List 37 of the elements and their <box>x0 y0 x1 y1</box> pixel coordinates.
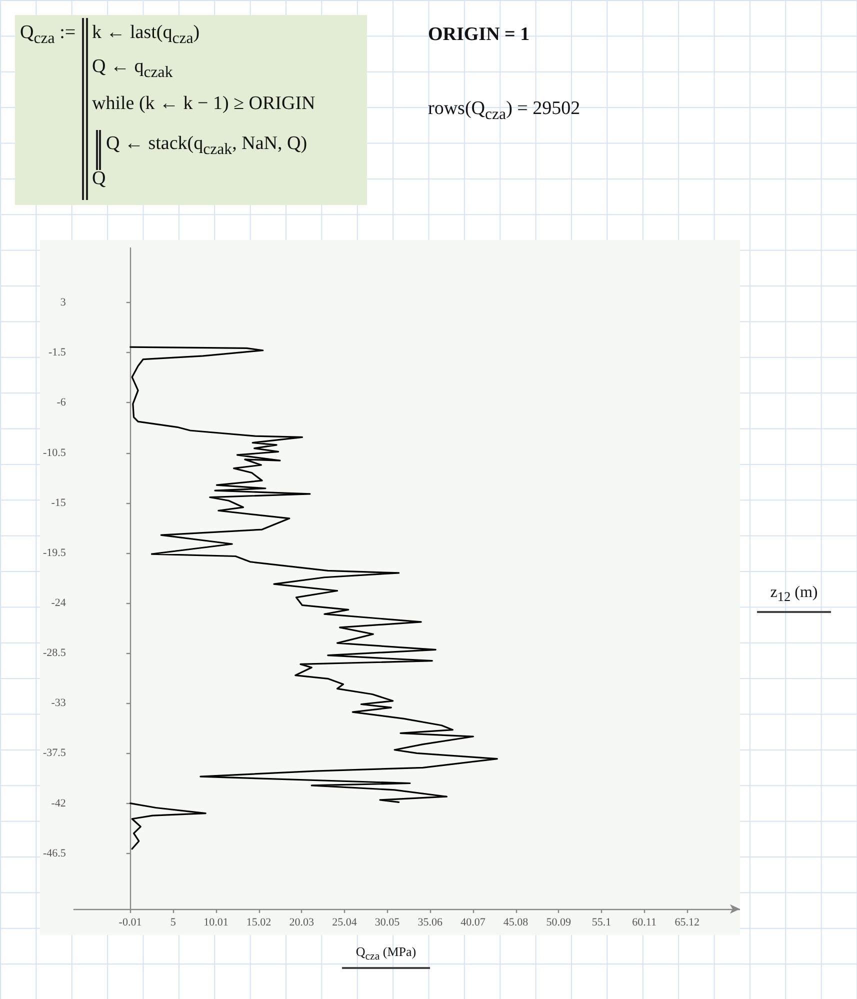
text: ORIGIN = 1 <box>428 24 530 46</box>
x-tick-label: 30.05 <box>374 916 400 928</box>
line-series <box>130 346 498 803</box>
x-tick-label: -0.01 <box>118 916 142 928</box>
x-tick-label: 60.11 <box>632 916 656 928</box>
text: Q ← stack(q$_{cza}$$_{k}$, NaN, Q) <box>106 133 308 159</box>
x-tick-label: 20.03 <box>289 916 314 928</box>
y-tick-label: -1.5 <box>48 346 66 359</box>
x-tick-label: 45.08 <box>503 916 529 928</box>
y-tick-label: -33 <box>51 697 66 710</box>
text: Q <box>92 168 106 190</box>
y-axis-title: z$_{12}$ (m) <box>757 584 831 614</box>
x-tick-label: 15.02 <box>246 916 272 928</box>
text: while (k ← k − 1) ≥ ORIGIN <box>92 93 316 115</box>
x-tick-label: 5 <box>170 916 176 928</box>
text: rows(Q$_{cza}$) = 29502 <box>428 98 580 124</box>
x-axis-title: Q$_{cza}$ (MPa) <box>342 944 430 969</box>
y-tick-label: -15 <box>51 496 66 509</box>
y-tick-label: -19.5 <box>42 546 66 559</box>
x-tick-label: 25.04 <box>332 916 358 928</box>
y-tick-label: -46.5 <box>42 847 66 860</box>
text: k ← last(q$_{cza}$) <box>92 22 200 48</box>
y-tick-label: -6 <box>56 396 66 409</box>
x-tick-label: 40.07 <box>460 916 486 928</box>
x-tick-label: 65.12 <box>674 916 700 928</box>
x-tick-label: 35.06 <box>418 916 444 928</box>
y-tick-label: -42 <box>51 797 66 810</box>
line-series <box>130 802 206 850</box>
x-tick-label: 55.1 <box>592 916 612 928</box>
y-tick-label: -28.5 <box>42 647 66 660</box>
y-tick-label: -37.5 <box>42 747 66 760</box>
x-tick-label: 10.01 <box>204 916 228 928</box>
x-tick-label: 50.09 <box>546 916 572 928</box>
y-tick-label: -10.5 <box>42 446 66 459</box>
y-tick-label: 3 <box>60 296 66 309</box>
y-tick-label: -24 <box>51 596 66 609</box>
text: Q$_{cza}$ := <box>20 22 76 48</box>
